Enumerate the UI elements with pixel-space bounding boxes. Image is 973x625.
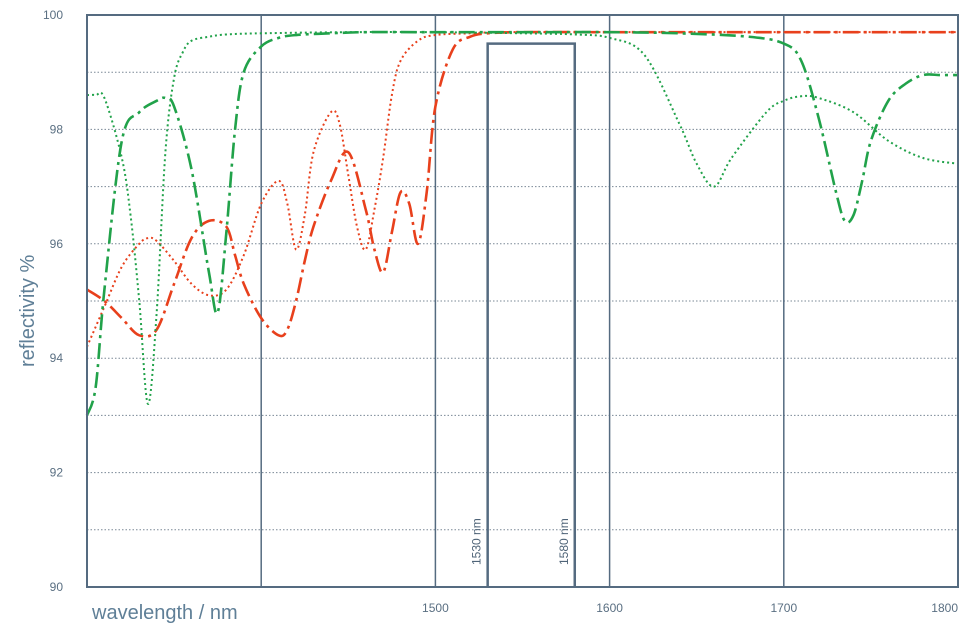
band-labels: 1530 nm 1580 nm <box>470 518 571 565</box>
band-label: 1580 nm <box>557 518 571 565</box>
y-tick-labels: 90 92 94 96 98 100 <box>43 8 63 594</box>
y-axis-title: reflectivity % <box>17 255 39 367</box>
x-tick-label: 1800 <box>931 601 958 615</box>
x-tick-label: 1600 <box>596 601 623 615</box>
y-tick-label: 98 <box>50 122 64 136</box>
series-line-2 <box>86 31 958 348</box>
gridlines <box>87 15 958 587</box>
band-outline <box>486 42 577 587</box>
x-axis-title: wavelength / nm <box>91 602 238 624</box>
x-tick-label: 1500 <box>422 601 449 615</box>
y-tick-label: 100 <box>43 8 63 22</box>
series-line-3 <box>85 30 958 416</box>
x-tick-labels: 1500 1600 1700 1800 <box>422 601 958 615</box>
series-group <box>85 30 959 416</box>
plot-border <box>86 14 959 588</box>
y-tick-label: 94 <box>50 351 64 365</box>
y-tick-label: 92 <box>50 466 64 480</box>
wavelength-band <box>486 42 577 587</box>
y-tick-label: 96 <box>50 237 64 251</box>
band-label: 1530 nm <box>470 518 484 565</box>
x-tick-label: 1700 <box>770 601 797 615</box>
plot-frame <box>86 14 959 588</box>
series-line-4 <box>86 31 959 405</box>
y-tick-label: 90 <box>50 580 64 594</box>
series-line-1 <box>86 30 958 338</box>
